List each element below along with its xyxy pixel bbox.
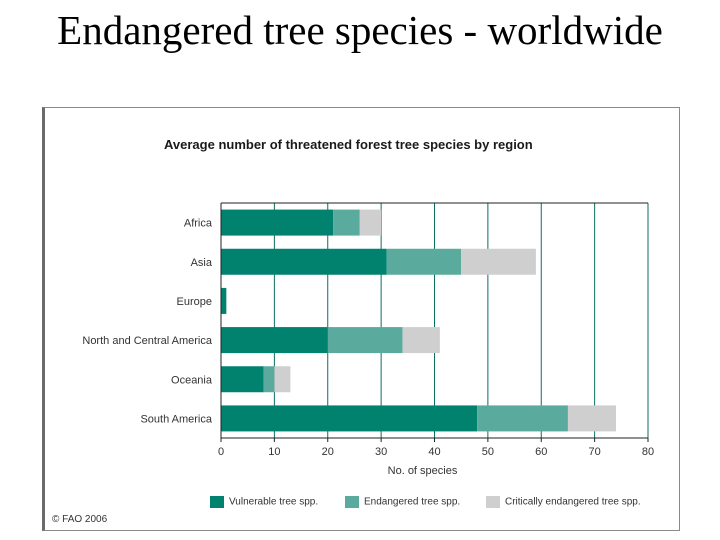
bar-segment	[386, 248, 462, 275]
bar-segment	[221, 209, 334, 236]
slide-title: Endangered tree species - worldwide	[57, 7, 663, 53]
legend-swatch-vulnerable	[210, 496, 224, 508]
bar-segment	[567, 405, 616, 432]
category-label: North and Central America	[82, 335, 212, 347]
bar-segment	[477, 405, 568, 432]
legend-item-critically-endangered: Critically endangered tree spp.	[486, 496, 641, 508]
category-label: Africa	[184, 218, 213, 230]
x-tick-label: 0	[218, 446, 224, 458]
x-tick-label: 70	[589, 446, 601, 458]
x-tick-label: 10	[268, 446, 280, 458]
x-tick-label: 20	[322, 446, 334, 458]
bar-segment	[221, 366, 264, 393]
bar-segment	[221, 327, 328, 354]
bar-segment	[274, 366, 291, 393]
category-label: South America	[140, 413, 212, 425]
legend-label-critically-endangered: Critically endangered tree spp.	[505, 496, 641, 508]
x-tick-label: 60	[535, 446, 547, 458]
x-tick-label: 80	[642, 446, 654, 458]
bar-segment	[327, 327, 403, 354]
bar-segment	[333, 209, 360, 236]
bar-segment	[461, 248, 536, 275]
chart-title: Average number of threatened forest tree…	[164, 137, 533, 152]
bar-segment	[359, 209, 382, 236]
bar-segment	[402, 327, 440, 354]
legend-swatch-endangered	[345, 496, 359, 508]
category-label: Asia	[191, 257, 213, 269]
copyright-text: © FAO 2006	[52, 514, 108, 525]
legend-item-endangered: Endangered tree spp.	[345, 496, 460, 508]
bar-segment	[263, 366, 275, 393]
legend-label-vulnerable: Vulnerable tree spp.	[229, 496, 319, 508]
x-tick-label: 30	[375, 446, 387, 458]
bar-segment	[221, 287, 227, 314]
legend-swatch-critically-endangered	[486, 496, 500, 508]
x-axis-label: No. of species	[388, 465, 458, 477]
bar-segment	[221, 248, 387, 275]
chart-figure	[42, 107, 680, 531]
legend-item-vulnerable: Vulnerable tree spp.	[210, 496, 318, 508]
category-label: Oceania	[171, 374, 213, 386]
x-tick-label: 50	[482, 446, 494, 458]
bar-segment	[221, 405, 478, 432]
x-tick-label: 40	[428, 446, 440, 458]
category-label: Europe	[177, 296, 212, 308]
legend-label-endangered: Endangered tree spp.	[364, 496, 461, 508]
